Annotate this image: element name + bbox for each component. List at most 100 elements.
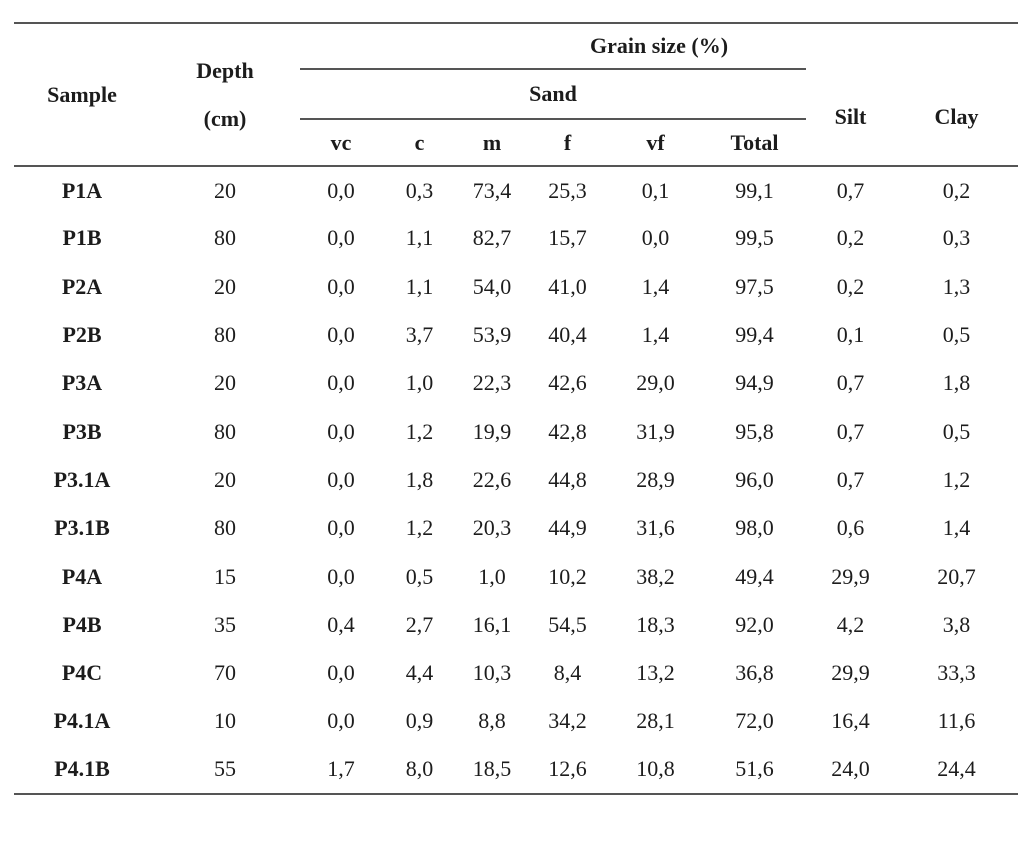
depth-cell: 80 xyxy=(214,322,236,348)
value-cell: 24,4 xyxy=(895,745,1019,795)
table-row: P4A 15 0,0 0,5 1,0 10,2 38,2 49,4 29,9 20,7 xyxy=(14,552,1018,600)
value-cell: 13,2 xyxy=(636,660,675,686)
value-cell: 49,4 xyxy=(735,563,774,589)
value-cell: 96,0 xyxy=(735,466,774,492)
value-cell: 0,7 xyxy=(836,177,865,203)
value-cell: 82,7 xyxy=(472,225,512,251)
sample-cell: P4C xyxy=(61,660,103,686)
value-cell: 42,6 xyxy=(548,370,587,396)
value-cell: 41,0 xyxy=(548,273,587,299)
table-row: P3.1A 20 0,0 1,8 22,6 44,8 28,9 96,0 0,7 1,2 xyxy=(14,456,1018,504)
value-cell: 0,2 xyxy=(836,273,865,299)
value-cell: 99,4 xyxy=(735,322,774,348)
value-cell: 10,2 xyxy=(548,563,587,589)
header-row-2: Sand Silt Clay xyxy=(14,68,1019,167)
value-cell: 0,4 xyxy=(327,611,355,637)
col-header-total: Total xyxy=(703,119,806,167)
value-cell: 29,0 xyxy=(636,370,675,396)
value-cell: 0,7 xyxy=(836,418,865,444)
value-cell: 10,3 xyxy=(472,660,512,686)
col-header-vc: vc xyxy=(300,119,382,167)
value-cell: 0,0 xyxy=(641,225,670,251)
value-cell: 0,5 xyxy=(405,563,434,589)
table-row: P3A 20 0,0 1,0 22,3 42,6 29,0 94,9 0,7 1,8 xyxy=(14,359,1018,407)
sample-cell: P2A xyxy=(61,273,103,299)
table-header: Sample Depth (cm) Grain size (%) Sand Si… xyxy=(14,22,1019,167)
value-cell: 1,4 xyxy=(641,322,670,348)
value-cell: 99,5 xyxy=(735,225,774,251)
value-cell: 1,1 xyxy=(405,273,434,299)
value-cell: 8,4 xyxy=(553,660,582,686)
value-cell: 40,4 xyxy=(548,322,587,348)
value-cell: 0,5 xyxy=(942,322,971,348)
value-cell: 31,6 xyxy=(636,515,675,541)
value-cell: 34,2 xyxy=(548,708,587,734)
depth-cell: 80 xyxy=(214,515,236,541)
value-cell: 0,0 xyxy=(327,322,355,348)
col-header-m: m xyxy=(457,119,527,167)
col-header-f: f xyxy=(527,119,608,167)
value-cell: 95,8 xyxy=(735,418,774,444)
value-cell: 92,0 xyxy=(735,611,774,637)
value-cell: 2,7 xyxy=(405,611,434,637)
value-cell: 44,9 xyxy=(548,515,587,541)
table-row: P2A 20 0,0 1,1 54,0 41,0 1,4 97,5 0,2 1,3 xyxy=(14,263,1018,311)
depth-cell: 20 xyxy=(214,466,236,492)
col-header-sample: Sample xyxy=(14,22,150,167)
value-cell: 28,1 xyxy=(636,708,675,734)
value-cell: 36,8 xyxy=(735,660,774,686)
value-cell: 3,7 xyxy=(405,322,434,348)
value-cell: 0,0 xyxy=(327,273,355,299)
value-cell: 1,8 xyxy=(405,466,434,492)
depth-cell: 10 xyxy=(214,708,236,734)
value-cell: 0,0 xyxy=(327,225,355,251)
value-cell: 1,4 xyxy=(641,273,670,299)
value-cell: 73,4 xyxy=(472,177,512,203)
grain-size-table: Sample Depth (cm) Grain size (%) Sand Si… xyxy=(14,22,1019,795)
value-cell: 1,2 xyxy=(405,515,434,541)
value-cell: 16,1 xyxy=(472,611,512,637)
value-cell: 0,2 xyxy=(942,177,971,203)
value-cell: 1,3 xyxy=(942,273,971,299)
value-cell: 25,3 xyxy=(548,177,587,203)
value-cell: 0,0 xyxy=(327,466,355,492)
sample-cell: P4.1B xyxy=(14,745,150,795)
col-header-c: c xyxy=(382,119,457,167)
value-cell: 1,1 xyxy=(405,225,434,251)
depth-cell: 35 xyxy=(214,611,236,637)
sample-cell: P3A xyxy=(61,370,103,396)
table-row: P3B 80 0,0 1,2 19,9 42,8 31,9 95,8 0,7 0,5 xyxy=(14,407,1018,455)
value-cell: 0,7 xyxy=(836,370,865,396)
depth-cell: 80 xyxy=(214,418,236,444)
col-header-depth: Depth (cm) xyxy=(150,22,300,167)
table-row: P4.1A 10 0,0 0,9 8,8 34,2 28,1 72,0 16,4 11,6 xyxy=(14,697,1018,745)
sample-cell: P4B xyxy=(62,611,102,637)
value-cell: 1,7 xyxy=(300,745,382,795)
value-cell: 19,9 xyxy=(472,418,512,444)
depth-cell: 20 xyxy=(214,273,236,299)
value-cell: 0,0 xyxy=(327,660,355,686)
sample-cell: P2B xyxy=(62,322,102,348)
value-cell: 0,5 xyxy=(942,418,971,444)
sample-cell: P3.1A xyxy=(53,466,111,492)
table-row: P4B 35 0,4 2,7 16,1 54,5 18,3 92,0 4,2 3,8 xyxy=(14,601,1018,649)
col-header-silt: Silt xyxy=(806,69,895,167)
value-cell: 4,2 xyxy=(836,611,865,637)
sample-cell: P3B xyxy=(62,418,102,444)
table-body: P1A 20 0,0 0,3 73,4 25,3 0,1 99,1 0,7 0,2 P1B 80 0,0… xyxy=(14,166,1019,795)
value-cell: 18,3 xyxy=(636,611,675,637)
value-cell: 22,3 xyxy=(472,370,512,396)
value-cell: 3,8 xyxy=(942,611,971,637)
col-header-grain-size: Grain size (%) xyxy=(300,22,1019,69)
sample-cell: P3.1B xyxy=(54,515,110,541)
value-cell: 0,1 xyxy=(641,177,670,203)
sample-cell: P4A xyxy=(61,563,103,589)
table-row: P1B 80 0,0 1,1 82,7 15,7 0,0 99,5 0,2 0,3 xyxy=(14,214,1018,262)
value-cell: 1,0 xyxy=(478,563,506,589)
value-cell: 10,8 xyxy=(608,745,703,795)
value-cell: 18,5 xyxy=(457,745,527,795)
col-header-sand: Sand xyxy=(300,68,806,120)
table-row: P1A 20 0,0 0,3 73,4 25,3 0,1 99,1 0,7 0,2 xyxy=(14,166,1018,214)
depth-cell: 80 xyxy=(214,225,236,251)
value-cell: 28,9 xyxy=(636,466,675,492)
